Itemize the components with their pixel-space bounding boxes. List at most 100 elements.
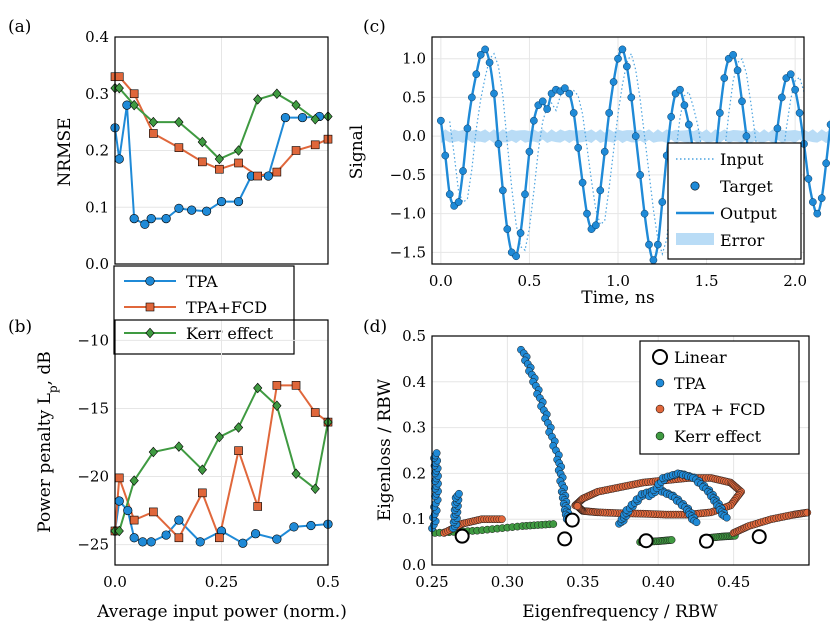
d-fcd-point [498,515,506,524]
panel-b-ylabel-sub: p [46,385,60,393]
c-target-point [543,105,551,113]
d-fcd-point [573,502,582,510]
c-target-point [654,240,662,249]
c-target-point [490,89,498,98]
c-target-point [472,70,481,79]
c-target-point [565,89,574,98]
legend-c-target-label: Target [720,177,773,196]
legend-d-linear-label: Linear [674,348,727,367]
b-ytick-0: −25 [77,536,109,554]
a-series-2-point [174,116,184,128]
a-series-0-point [174,203,184,213]
b-series-0-point [272,534,282,544]
c-target-point [499,186,507,195]
panel-label-a: (a) [8,17,31,37]
legend-ab-kerr-label: Kerr effect [186,324,274,343]
a-series-1-point [114,72,124,82]
a-series-0-point [263,171,273,181]
c-target-point [605,109,613,117]
c-target-point [720,74,729,82]
panel-b-ylabel: Power penalty Lp, dB [35,351,60,533]
panel-b-ylabel-unit: , dB [35,351,55,385]
b-series-0-point [289,522,299,532]
legend-c-output-label: Output [720,204,777,223]
c-target-point [676,85,684,94]
a-series-0-point [146,214,156,224]
b-series-2-point [310,483,320,495]
a-series-0-point [140,219,150,229]
legend-ab-marker-2 [145,327,155,339]
a-ytick-4: 0.4 [85,28,109,46]
d-xtick-0: 0.25 [415,573,448,591]
d-tpa-point [432,449,441,457]
a-series-0-point [201,206,212,216]
panel-d-plot: 0.25 0.30 0.35 0.40 0.45 0.0 0.1 0.2 0.3 0.4 0.5 E… [375,327,812,622]
c-target-point [600,147,609,156]
c-xtick-3: 1.5 [695,272,719,290]
c-target-point [791,85,799,94]
c-target-point [512,252,520,261]
d-xtick-3: 0.40 [641,573,674,591]
c-xtick-2: 1.0 [606,272,630,290]
b-series-0-point [161,530,171,540]
b-series-1-point [234,446,243,455]
a-series-2-point [214,153,224,165]
c-xtick-1: 0.5 [517,272,541,290]
legend-d-kerr-label: Kerr effect [674,427,762,446]
c-target-point [817,194,826,202]
panel-d-ylabel: Eigenloss / RBW [375,378,395,521]
c-target-point [614,54,622,63]
a-ytick-1: 0.1 [85,198,109,216]
c-target-point [578,178,587,187]
c-target-point [459,167,467,175]
a-series-1-point [129,89,139,99]
c-target-point [640,209,649,218]
b-series-2-point [233,422,244,433]
c-target-point [667,112,675,121]
c-target-point [778,93,786,102]
c-target-point [538,97,547,106]
d-ytick-2: 0.2 [402,464,426,482]
panel-label-d: (d) [363,317,387,337]
b-series-0-point [123,505,133,516]
d-kerr-point [667,536,676,544]
legend-ab: TPA TPA+FCD Kerr effect [113,265,295,355]
legend-ab-tpa-label: TPA [186,272,218,291]
b-series-2-point [253,382,263,394]
c-target-point [609,78,618,86]
c-ytick-4: 0.5 [402,88,426,106]
b-series-2-point [197,464,207,475]
a-series-0-point [187,205,197,215]
legend-c: Input Target Output Error [667,142,802,260]
a-series-2-point [129,99,139,111]
a-series-1-point [234,158,243,168]
a-series-0-point [216,196,227,207]
c-target-point [716,109,724,117]
c-target-point [481,45,489,54]
b-series-0-point [129,533,139,543]
c-target-point [773,124,782,133]
a-series-0-line [114,104,320,226]
legend-d-fcd-swatch [655,404,665,414]
panel-a-ylabel: NRMSE [55,117,75,186]
a-series-0-point [297,112,308,123]
c-target-point [685,120,693,129]
a-series-2-point [253,94,263,105]
a-series-2-point [272,88,282,100]
d-linear-point [454,528,470,544]
b-series-1-point [198,488,207,498]
c-target-point [795,109,804,117]
d-ytick-3: 0.3 [402,419,426,437]
b-series-1-point [174,533,184,543]
c-target-point [485,58,494,67]
legend-ab-fcd-label: TPA+FCD [186,298,267,317]
b-series-0-point [195,537,205,547]
a-series-0-point [233,196,244,207]
c-target-point [804,174,813,183]
b-series-1-point [129,515,139,525]
b-series-0-point [174,515,184,525]
panel-label-c: (c) [363,17,386,37]
b-series-0-point [146,537,156,547]
d-xtick-1: 0.30 [491,573,524,591]
